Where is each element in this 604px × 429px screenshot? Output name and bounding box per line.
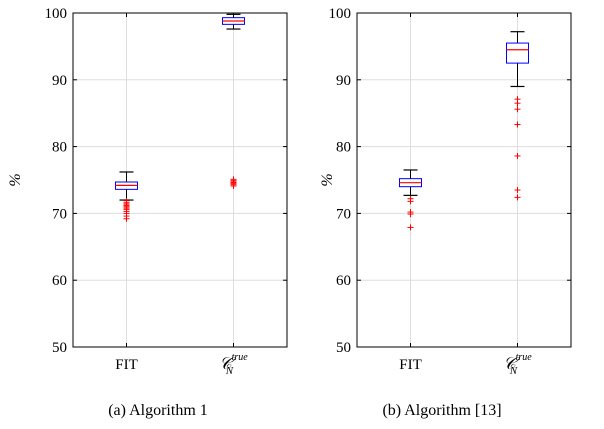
y-tick-label: 70 (336, 206, 351, 222)
outlier-marker (514, 106, 521, 113)
panel-algorithm-1: 50 60 70 80 90 100% FIT 𝒞true N (7, 6, 288, 377)
y-tick-label: 90 (336, 73, 351, 89)
box-fit (399, 169, 422, 231)
plot-frame (356, 12, 572, 348)
outlier-marker (123, 215, 130, 222)
x-tick-label: FIT (399, 357, 422, 373)
caption-algorithm-13: (b) Algorithm [13] (382, 402, 501, 419)
box-iqr (506, 42, 529, 64)
outlier-marker (407, 224, 414, 231)
y-axis-label: % (319, 173, 336, 186)
x-tick-label: 𝒞true N (219, 352, 248, 377)
outlier-marker (514, 152, 521, 159)
y-tick-label: 60 (336, 273, 351, 289)
outlier-marker (407, 198, 414, 205)
x-tick-label: 𝒞true N (503, 352, 532, 377)
outlier-marker (407, 211, 414, 218)
y-tick-label: 50 (52, 340, 67, 356)
box-fit (115, 171, 138, 222)
y-axis-label: % (7, 173, 24, 186)
y-tick-label: 100 (329, 6, 352, 22)
outlier-marker (514, 194, 521, 201)
y-tick-label: 70 (52, 206, 67, 222)
x-tick-label: FIT (115, 357, 138, 373)
plot-frame (72, 12, 288, 348)
outlier-marker (514, 187, 521, 194)
y-tick-label: 80 (336, 140, 351, 156)
y-tick-label: 90 (52, 73, 67, 89)
outlier-marker (514, 100, 521, 107)
y-tick-label: 60 (52, 273, 67, 289)
y-tick-label: 50 (336, 340, 351, 356)
panel-algorithm-13: 50 60 70 80 90 100% FIT 𝒞true N (319, 6, 572, 377)
caption-algorithm-1: (a) Algorithm 1 (108, 402, 208, 419)
box-cn-true (506, 31, 529, 201)
y-tick-label: 80 (52, 140, 67, 156)
y-tick-label: 100 (45, 6, 68, 22)
outlier-marker (514, 121, 521, 128)
outlier-marker (230, 183, 237, 190)
box-cn-true (222, 13, 245, 190)
